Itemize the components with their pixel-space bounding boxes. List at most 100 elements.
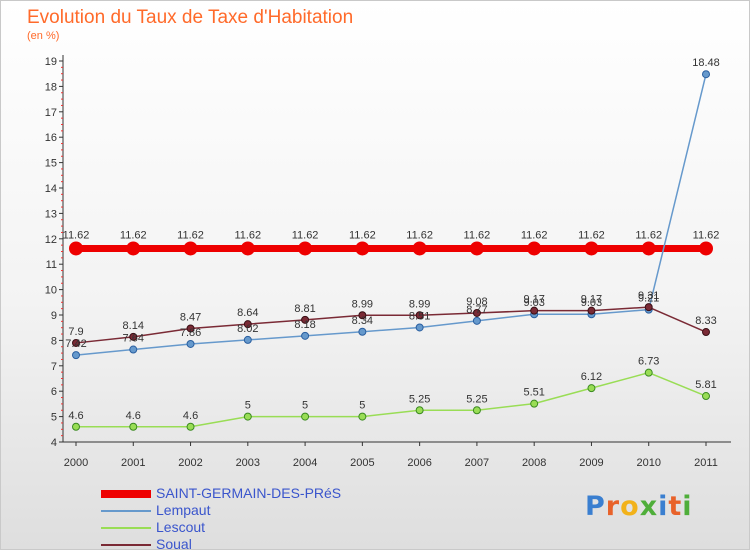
data-point (641, 241, 656, 256)
y-tick-label: 8 (51, 335, 57, 347)
data-label: 11.62 (406, 229, 433, 241)
legend-swatch (101, 527, 151, 529)
data-label: 18.48 (692, 57, 720, 69)
legend-swatch (101, 490, 151, 498)
data-point (699, 241, 713, 256)
data-label: 8.18 (294, 319, 315, 331)
data-point (129, 345, 138, 354)
data-label: 7.86 (180, 327, 201, 339)
series-line (76, 371, 707, 428)
data-label: 4.6 (68, 410, 83, 422)
data-point (415, 323, 424, 332)
series-saint-germain-des-pr-s (69, 241, 713, 256)
data-point (415, 406, 424, 415)
data-label: 5 (359, 400, 365, 412)
legend-swatch (101, 510, 151, 512)
data-label: 5.25 (409, 393, 430, 405)
data-label: 8.77 (466, 304, 487, 316)
data-label: 11.62 (234, 229, 261, 241)
data-point (702, 328, 710, 337)
data-point (644, 303, 653, 312)
logo-letter: x (639, 491, 659, 522)
data-label: 7.64 (123, 333, 144, 345)
data-point (702, 70, 710, 79)
data-label: 8.51 (409, 310, 430, 322)
data-label: 9.03 (581, 297, 602, 309)
data-point (301, 331, 310, 340)
legend-label: Soual (156, 536, 192, 550)
data-point (186, 339, 195, 348)
data-label: 11.62 (292, 229, 319, 241)
data-label-layer: 11.62 11.62 11.62 11.62 11.62 11.62 11.62 11.62… (63, 57, 720, 422)
data-point (644, 368, 653, 377)
data-point (355, 241, 370, 256)
series-soual (72, 303, 710, 347)
data-point (69, 241, 83, 256)
data-point (472, 406, 481, 415)
data-label: 9.21 (638, 293, 659, 305)
data-label: 6.12 (581, 371, 602, 383)
x-tick-label: 2003 (236, 457, 260, 469)
legend-swatch (101, 544, 151, 546)
y-tick-label: 12 (45, 234, 57, 246)
data-label: 5.81 (695, 379, 716, 391)
series-lescout (72, 368, 710, 431)
data-label: 8.33 (695, 315, 716, 327)
series-line (75, 306, 707, 344)
x-tick-label: 2000 (64, 457, 88, 469)
logo-letter: r (605, 491, 621, 522)
data-point (183, 241, 198, 256)
data-label: 11.62 (120, 229, 147, 241)
x-tick-label: 2008 (522, 457, 546, 469)
y-tick-label: 13 (45, 208, 57, 220)
data-point (469, 241, 484, 256)
y-tick-label: 10 (45, 285, 57, 297)
data-label: 9.03 (523, 297, 544, 309)
data-label: 11.62 (63, 229, 90, 241)
data-label: 11.62 (521, 229, 548, 241)
data-label: 6.73 (638, 356, 659, 368)
data-point (358, 412, 367, 421)
data-label: 8.34 (352, 315, 373, 327)
chart-subtitle: (en %) (27, 30, 60, 42)
data-label: 11.62 (693, 229, 720, 241)
logo-letter: i (682, 491, 693, 522)
x-tick-label: 2004 (293, 457, 317, 469)
y-tick-label: 6 (51, 386, 57, 398)
data-label: 8.99 (409, 298, 430, 310)
x-tick-label: 2005 (350, 457, 374, 469)
data-label: 11.62 (635, 229, 662, 241)
data-label: 5.51 (523, 387, 544, 399)
x-tick-label: 2007 (465, 457, 489, 469)
y-tick-label: 7 (51, 361, 57, 373)
data-label: 11.62 (578, 229, 605, 241)
data-label: 8.14 (123, 320, 144, 332)
data-point (472, 316, 481, 325)
data-point (72, 338, 80, 347)
data-point (298, 241, 313, 256)
chart-title: Evolution du Taux de Taxe d'Habitation (27, 7, 354, 28)
y-tick-label: 5 (51, 412, 57, 424)
data-label: 9.31 (638, 290, 659, 302)
data-label: 5.25 (466, 393, 487, 405)
data-label: 8.99 (352, 298, 373, 310)
data-label: 8.64 (237, 307, 258, 319)
y-tick-label: 4 (51, 437, 57, 449)
data-label: 8.02 (237, 323, 258, 335)
data-point (412, 241, 427, 256)
y-tick-label: 14 (45, 183, 57, 195)
logo-letter: i (658, 491, 669, 522)
y-tick-label: 16 (45, 132, 57, 144)
x-tick-label: 2009 (579, 457, 603, 469)
data-label: 4.6 (126, 410, 141, 422)
y-tick-label: 9 (51, 310, 57, 322)
data-point (587, 384, 596, 393)
data-point (530, 399, 539, 408)
data-label: 5 (245, 400, 251, 412)
legend-label: SAINT-GERMAIN-DES-PRéS (156, 485, 342, 501)
series-line (75, 74, 707, 356)
legend-label: Lempaut (156, 502, 211, 518)
data-point (186, 324, 195, 333)
